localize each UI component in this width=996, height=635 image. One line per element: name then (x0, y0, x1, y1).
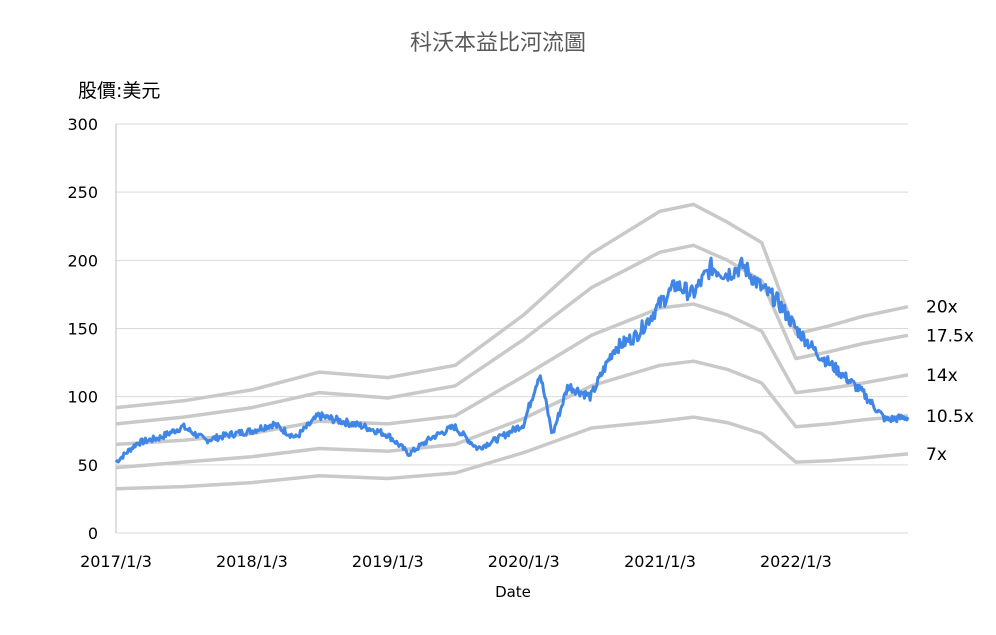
x-tick-label: 2022/1/3 (760, 552, 832, 571)
chart-title: 科沃本益比河流圖 (410, 31, 586, 56)
price-line (114, 256, 910, 464)
y-tick-label: 0 (88, 524, 98, 543)
band-line-10.5x (115, 359, 909, 470)
price-series (114, 256, 910, 464)
band-line-7x (115, 415, 909, 491)
band-label-7x: 7x (926, 445, 947, 465)
band-label-10.5x: 10.5x (926, 407, 974, 427)
y-axis-unit-label: 股價:美元 (78, 80, 160, 102)
band-labels: 7x 10.5x 14x 17.5x 20x (926, 298, 974, 465)
y-axis-ticks: 0 50 100 150 200 250 300 (67, 115, 98, 543)
y-tick-label: 200 (67, 251, 98, 270)
x-tick-label: 2021/1/3 (624, 552, 696, 571)
band-label-20x: 20x (926, 298, 958, 318)
band-line-17.5x (115, 243, 909, 426)
x-tick-label: 2020/1/3 (488, 552, 560, 571)
y-tick-label: 150 (67, 320, 98, 339)
y-tick-label: 50 (78, 456, 98, 475)
x-axis-label: Date (495, 583, 531, 601)
pe-bands (115, 202, 909, 491)
x-tick-label: 2018/1/3 (216, 552, 288, 571)
x-tick-label: 2019/1/3 (352, 552, 424, 571)
band-label-17.5x: 17.5x (926, 326, 974, 346)
y-tick-label: 100 (67, 388, 98, 407)
y-tick-label: 300 (67, 115, 98, 134)
band-line-20x (115, 202, 909, 410)
x-tick-label: 2017/1/3 (80, 552, 152, 571)
band-label-14x: 14x (926, 366, 958, 386)
y-tick-label: 250 (67, 183, 98, 202)
gridlines (115, 123, 908, 534)
x-axis-ticks: 2017/1/3 2018/1/3 2019/1/3 2020/1/3 2021/1/3… (80, 552, 832, 571)
